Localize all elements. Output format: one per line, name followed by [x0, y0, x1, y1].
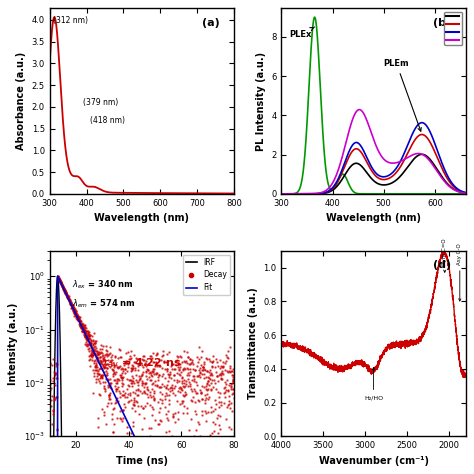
X-axis label: Wavenumber (cm⁻¹): Wavenumber (cm⁻¹) [319, 456, 428, 465]
Y-axis label: PL Intensity (a.u.): PL Intensity (a.u.) [255, 52, 265, 151]
Text: (312 nm): (312 nm) [54, 16, 89, 25]
Text: Asy C-O: Asy C-O [457, 244, 462, 301]
Text: (d): (d) [433, 260, 451, 270]
Text: (c): (c) [202, 260, 219, 270]
Text: $\lambda_{em}$ = 574 nm: $\lambda_{em}$ = 574 nm [72, 297, 136, 310]
Text: (379 nm): (379 nm) [83, 98, 118, 107]
Text: (418 nm): (418 nm) [90, 116, 125, 125]
Text: H₂/HO: H₂/HO [364, 367, 383, 400]
Text: (a): (a) [201, 18, 219, 27]
Legend: , , , : , , , [444, 12, 462, 45]
Text: PLEx: PLEx [290, 27, 315, 39]
Text: PLEm: PLEm [384, 59, 421, 131]
Text: $\lambda_{ex}$ = 340 nm: $\lambda_{ex}$ = 340 nm [72, 279, 134, 292]
Text: Sym C=O: Sym C=O [442, 238, 447, 273]
Y-axis label: Absorbance (a.u.): Absorbance (a.u.) [16, 52, 26, 150]
Y-axis label: Intensity (a.u.): Intensity (a.u.) [9, 302, 18, 385]
Legend: IRF, Decay, Fit: IRF, Decay, Fit [182, 255, 230, 295]
Y-axis label: Transmittance (a.u.): Transmittance (a.u.) [248, 288, 258, 400]
X-axis label: Wavelength (nm): Wavelength (nm) [94, 213, 190, 223]
X-axis label: Time (ns): Time (ns) [116, 456, 168, 465]
Text: (b): (b) [433, 18, 451, 27]
X-axis label: Wavelength (nm): Wavelength (nm) [326, 213, 421, 223]
Text: $\tau_{av}$ = 4.22 ns: $\tau_{av}$ = 4.22 ns [101, 356, 182, 370]
